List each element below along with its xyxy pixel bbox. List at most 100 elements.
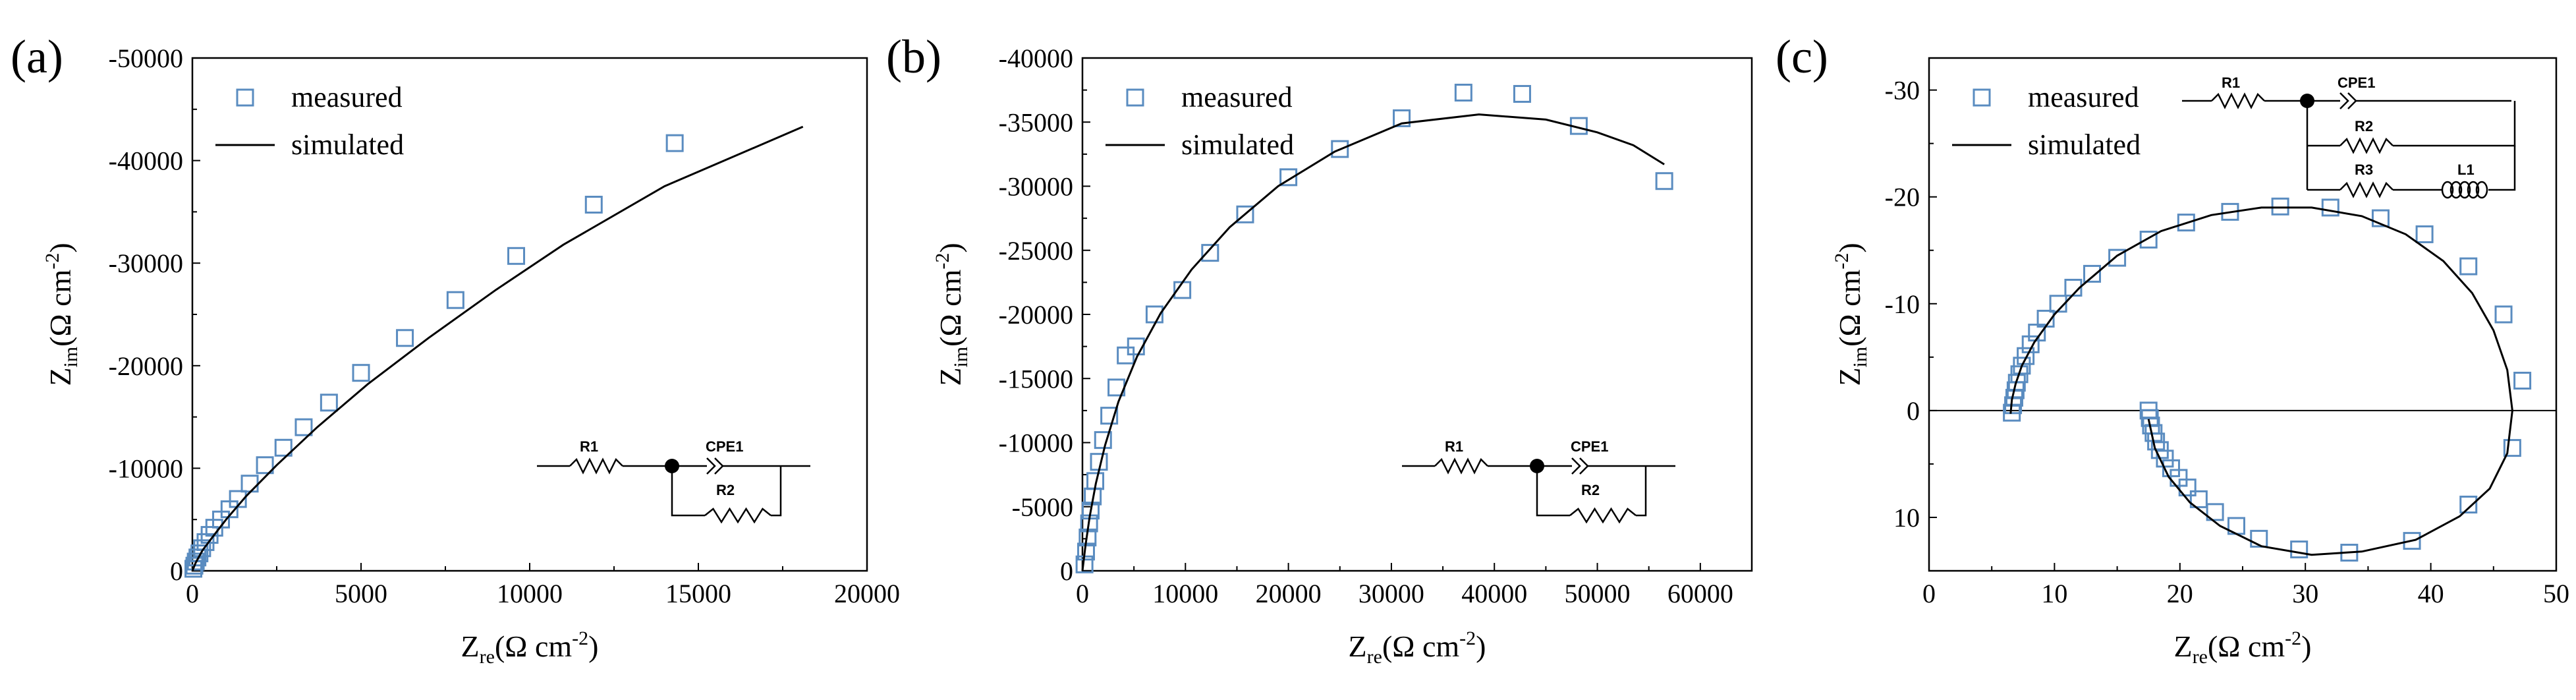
- y-title-main: Z: [43, 368, 77, 386]
- inductor-coil: [2441, 181, 2454, 199]
- circuit-wire: [2306, 101, 2340, 190]
- measured-point: [1100, 407, 1119, 425]
- panel-label: (a): [11, 30, 63, 83]
- x-axis-title: Zre(Ω cm-2): [2174, 627, 2312, 668]
- y-tick-label: -10000: [999, 428, 1073, 458]
- circuit-wire: [671, 466, 705, 517]
- y-tick-label: -20000: [109, 351, 183, 381]
- x-title-sub: re: [480, 646, 495, 668]
- measured-point: [256, 456, 274, 475]
- plot-frame: [1928, 57, 2558, 572]
- measured-point: [2459, 496, 2478, 514]
- measured-point: [1145, 305, 1163, 324]
- x-tick-label: 20000: [834, 579, 900, 608]
- x-title-sup: -2: [2285, 627, 2301, 649]
- measured-point: [2290, 540, 2309, 559]
- x-tick-label: 20: [2167, 579, 2193, 608]
- measured-point: [2206, 503, 2224, 521]
- equivalent-circuit: R1 CPE1 R2 R3 L1: [2182, 74, 2516, 199]
- x-tick-label: 5000: [335, 579, 387, 608]
- y-title-sub: im: [1849, 347, 1871, 368]
- x-title-main: Z: [2174, 629, 2193, 663]
- legend-simulated-label: simulated: [1181, 129, 1294, 161]
- y-tick-label: -20: [1885, 183, 1920, 212]
- circuit-wire: [771, 466, 782, 517]
- x-tick-label: 10000: [1152, 579, 1218, 608]
- measured-point: [320, 394, 338, 412]
- measured-point: [2021, 335, 2040, 353]
- measured-point: [1236, 205, 1254, 223]
- y-title-unit: (Ω cm: [1833, 269, 1866, 346]
- measured-point: [2139, 401, 2158, 420]
- y-title-main: Z: [934, 368, 967, 386]
- inductor-coil: [2450, 181, 2463, 199]
- measured-point: [665, 134, 684, 152]
- y-tick-label: -50000: [109, 44, 183, 73]
- measured-point: [2017, 347, 2035, 365]
- measured-point: [2371, 209, 2390, 227]
- circuit-label-r2: R2: [2355, 118, 2373, 134]
- x-tick-label: 0: [186, 579, 199, 608]
- simulated-curve: [191, 125, 804, 571]
- measured-point: [2250, 529, 2268, 548]
- x-tick-label: 10: [2041, 579, 2067, 608]
- x-tick-label: 40000: [1461, 579, 1527, 608]
- y-tick-label: 0: [170, 556, 183, 586]
- y-axis-title: Zim(Ω cm-2): [1831, 243, 1871, 386]
- measured-point: [1082, 502, 1100, 520]
- measured-point: [2513, 371, 2532, 390]
- resistor-r2: [2339, 137, 2394, 154]
- circuit-label-r1: R1: [1445, 438, 1463, 455]
- chart-panel-a: (a) 0 5000 10000 15000 20000 0 -10000 -20000 -300…: [11, 30, 900, 668]
- circuit-label-r3: R3: [2355, 161, 2373, 178]
- resistor-r3: [2339, 181, 2394, 198]
- measured-point: [240, 475, 259, 493]
- legend-measured-label: measured: [1181, 81, 1293, 113]
- x-tick-label: 30000: [1358, 579, 1424, 608]
- measured-point: [2177, 214, 2195, 232]
- legend-measured-marker: [1126, 88, 1144, 107]
- circuit-wire: [2488, 146, 2516, 191]
- cpe-symbol: [706, 457, 724, 475]
- y-tick-label: -25000: [999, 236, 1073, 266]
- y-tick-label: -40000: [109, 146, 183, 176]
- simulated-curve: [1081, 113, 1665, 571]
- x-tick-label: 40: [2418, 579, 2444, 608]
- y-title-close: ): [1833, 243, 1866, 252]
- measured-point: [584, 196, 603, 214]
- x-title-sup: -2: [1459, 627, 1476, 649]
- measured-point: [2271, 197, 2289, 216]
- x-tick-label: 10000: [497, 579, 563, 608]
- measured-point: [507, 247, 526, 265]
- resistor-r1: [1434, 457, 1488, 475]
- y-title-close: ): [43, 243, 77, 252]
- circuit-label-l1: L1: [2457, 161, 2475, 178]
- circuit-wire: [1636, 466, 1647, 517]
- legend-simulated-label: simulated: [291, 129, 404, 161]
- y-tick-label: -40000: [999, 44, 1073, 73]
- x-axis-title: Zre(Ω cm-2): [461, 627, 599, 668]
- y-axis-title: Zim(Ω cm-2): [932, 243, 972, 386]
- legend: measured simulated: [215, 81, 404, 161]
- inductor-coil: [2467, 181, 2480, 199]
- x-tick-label: 15000: [665, 579, 731, 608]
- measured-point: [2403, 532, 2421, 550]
- y-axis-title: Zim(Ω cm-2): [42, 243, 82, 386]
- x-title-close: ): [1476, 629, 1486, 663]
- x-title-unit: (Ω cm: [1382, 629, 1459, 663]
- measured-point: [2083, 264, 2102, 283]
- legend: measured simulated: [1952, 81, 2141, 161]
- y-tick-label: -10: [1885, 289, 1920, 319]
- measured-point: [446, 291, 464, 309]
- x-tick-label: 60000: [1667, 579, 1733, 608]
- legend-measured-label: measured: [2028, 81, 2139, 113]
- circuit-label-cpe1: CPE1: [2338, 74, 2375, 91]
- measured-point: [2013, 357, 2031, 375]
- x-tick-label: 0: [1922, 579, 1936, 608]
- y-tick-label: -5000: [1012, 492, 1073, 522]
- measured-point: [2189, 490, 2208, 508]
- y-tick-label: -10000: [109, 453, 183, 483]
- y-tick-label: 10: [1893, 503, 1920, 533]
